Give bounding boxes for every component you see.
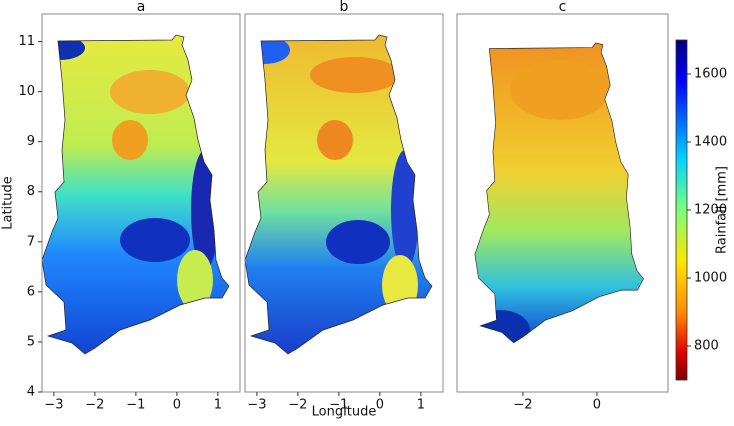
x-tick-label: −3 bbox=[247, 398, 266, 413]
x-tick-label: −3 bbox=[44, 398, 63, 413]
panel-frame bbox=[244, 13, 444, 393]
y-tick-label: 4 bbox=[27, 385, 35, 400]
x-axis-label: Longitude bbox=[312, 405, 377, 420]
panel-title: a bbox=[137, 0, 146, 15]
map-b bbox=[245, 35, 432, 354]
x-tick-label: 0 bbox=[593, 398, 601, 413]
y-axis-label: Latitude bbox=[1, 176, 16, 230]
colorbar-tick-label: 800 bbox=[694, 339, 719, 354]
x-tick-label: −1 bbox=[329, 398, 348, 413]
colorbar-label: Rainfall [mm] bbox=[715, 166, 730, 254]
panel-title: b bbox=[340, 0, 349, 15]
y-tick-label: 5 bbox=[27, 334, 35, 349]
panel-frame bbox=[41, 13, 241, 393]
y-tick-label: 7 bbox=[27, 234, 35, 249]
x-tick-label: −2 bbox=[288, 398, 307, 413]
x-tick-label: 1 bbox=[214, 398, 222, 413]
x-tick-label: 1 bbox=[417, 398, 425, 413]
y-tick-label: 11 bbox=[18, 34, 35, 49]
y-tick-label: 10 bbox=[18, 84, 35, 99]
x-tick-label: 0 bbox=[376, 398, 384, 413]
y-tick-label: 6 bbox=[27, 284, 35, 299]
x-tick-label: −2 bbox=[85, 398, 104, 413]
colorbar-tick-label: 1200 bbox=[694, 203, 727, 218]
y-tick-label: 8 bbox=[27, 184, 35, 199]
y-tick-label: 9 bbox=[27, 134, 35, 149]
colorbar-tick-label: 1400 bbox=[694, 135, 727, 150]
x-tick-label: −1 bbox=[126, 398, 145, 413]
map-c bbox=[474, 42, 644, 343]
panel-title: c bbox=[559, 0, 567, 15]
x-tick-label: −2 bbox=[513, 398, 532, 413]
panel-frame bbox=[456, 13, 669, 393]
map-a bbox=[42, 35, 229, 354]
x-tick-label: 0 bbox=[173, 398, 181, 413]
colorbar-tick-label: 1600 bbox=[694, 67, 727, 82]
colorbar-tick-label: 1000 bbox=[694, 271, 727, 286]
colorbar bbox=[675, 39, 688, 381]
